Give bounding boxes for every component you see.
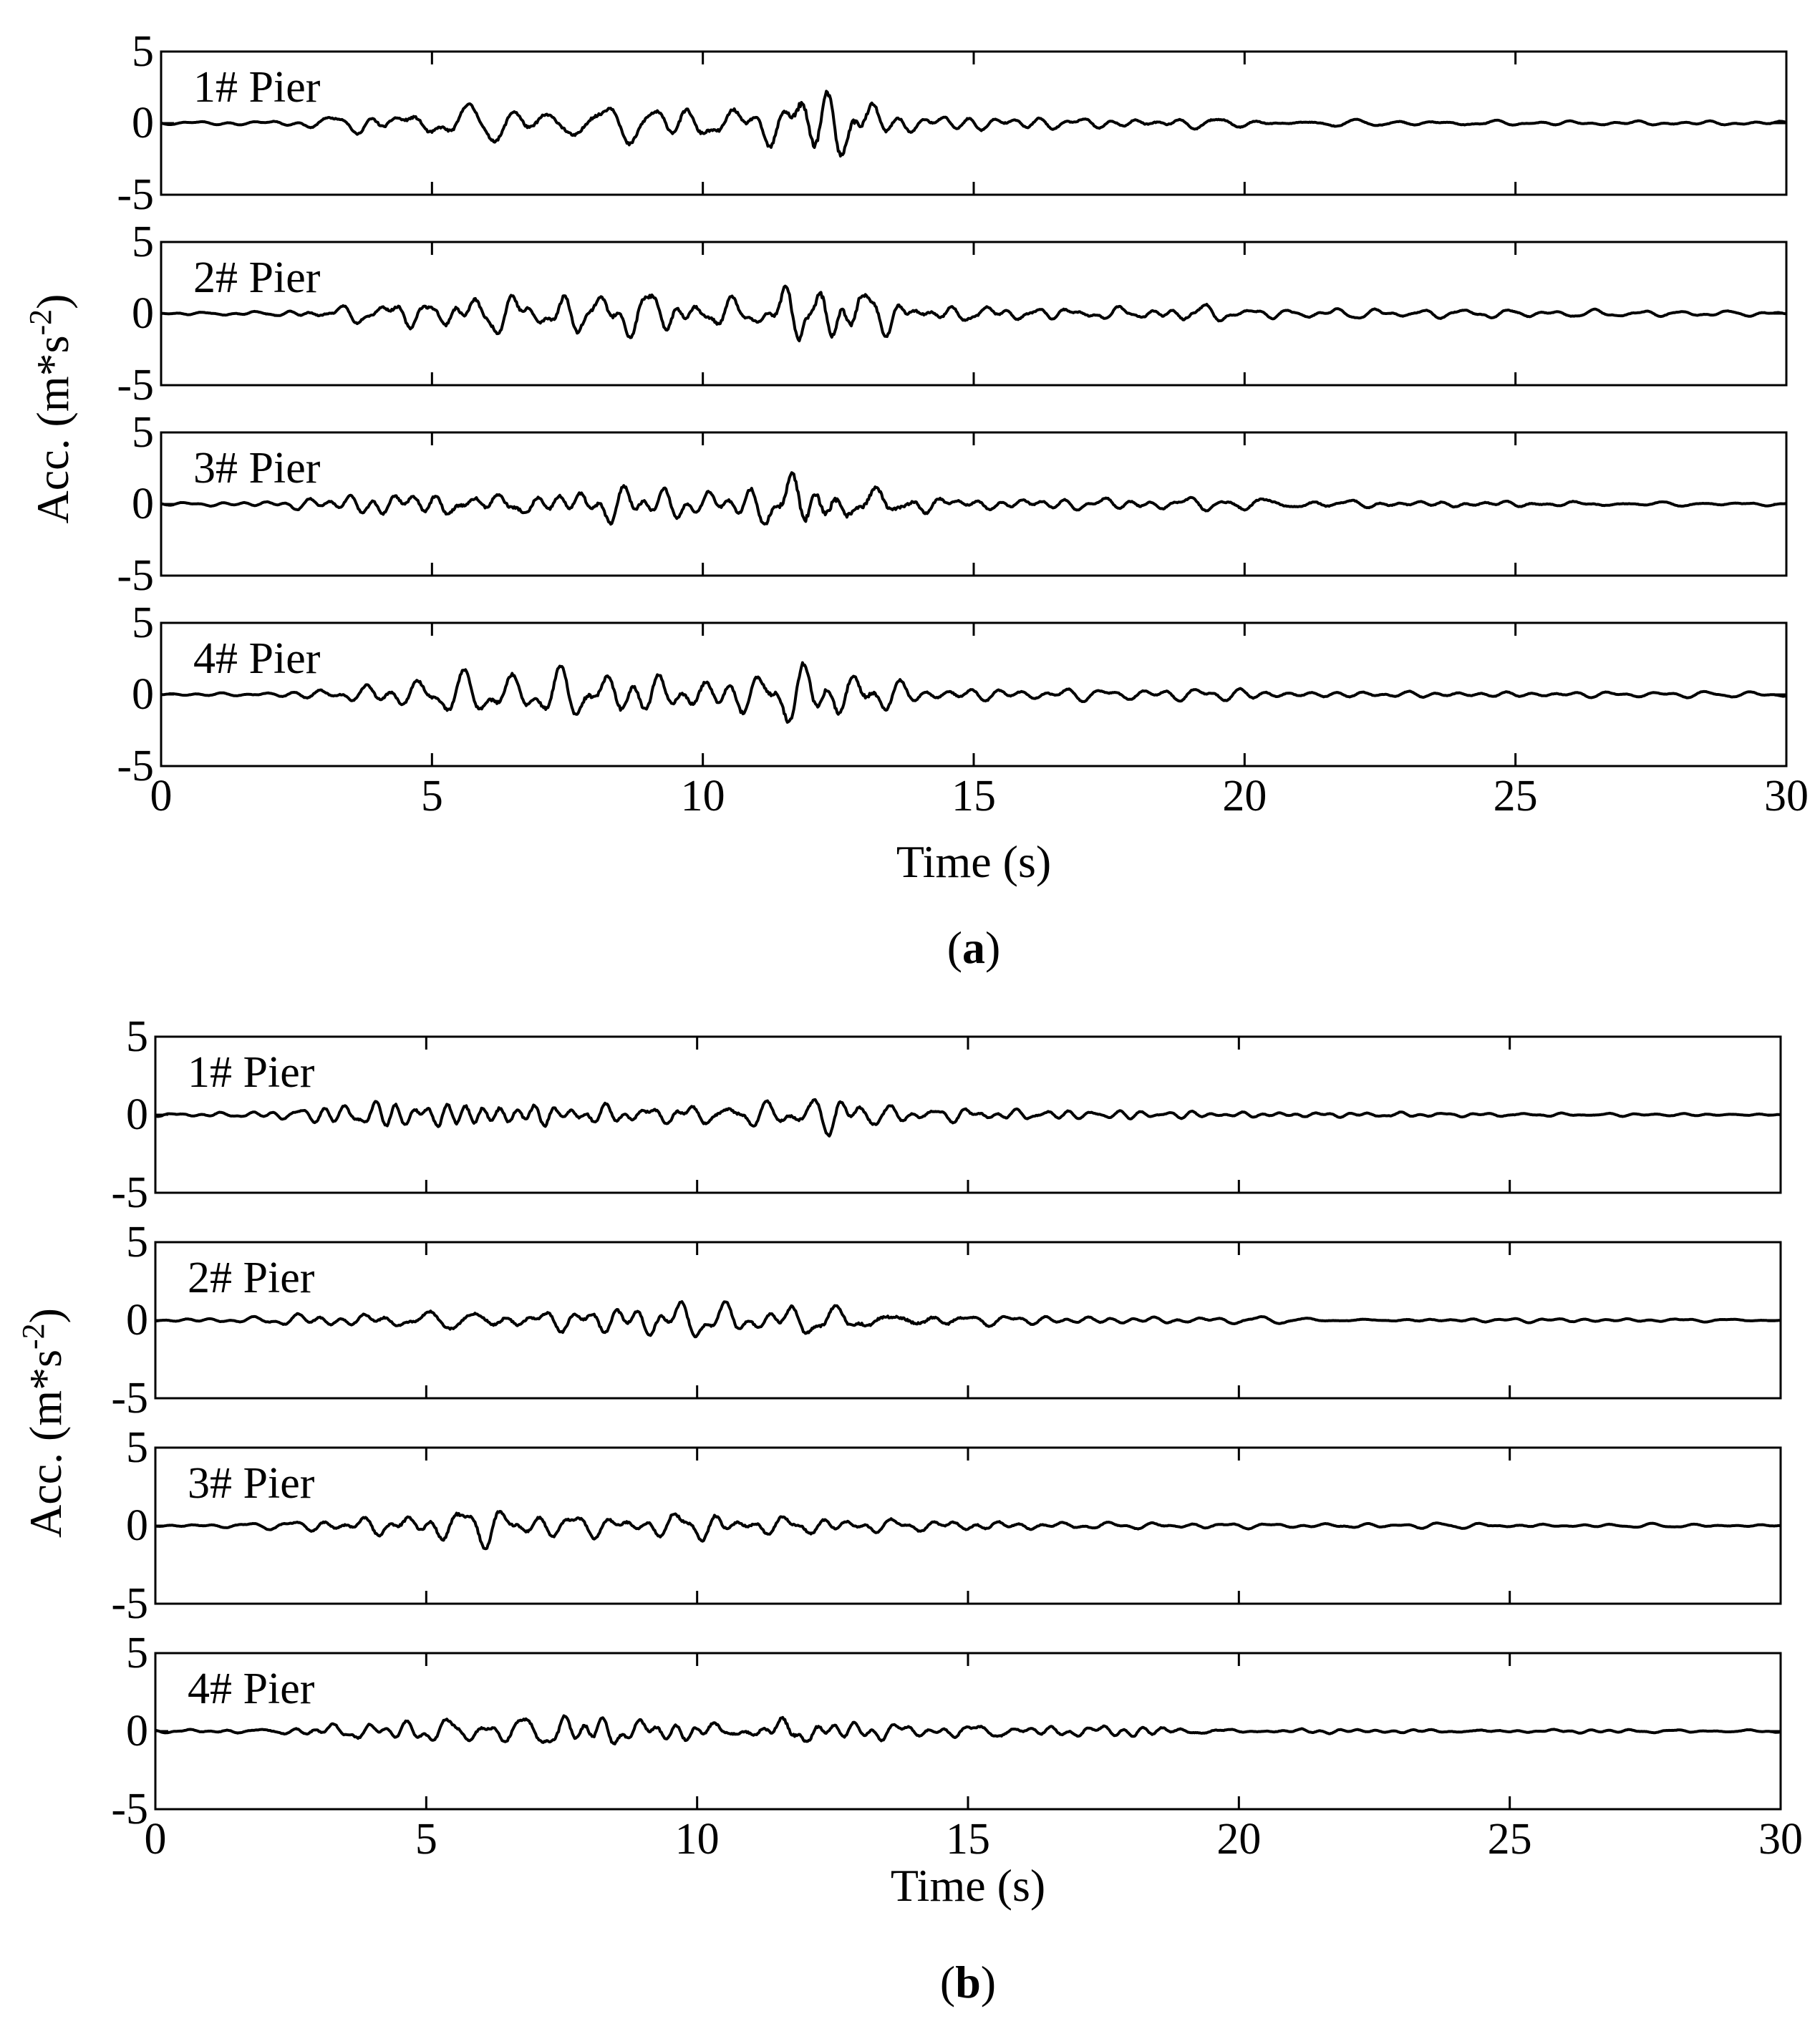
y-tick-label: 5 — [132, 218, 154, 266]
y-tick-label: 0 — [132, 99, 154, 147]
y-tick-label: -5 — [117, 361, 154, 410]
y-tick-label: 5 — [132, 599, 154, 647]
panel-1: 5 0 -5 1# Pier — [111, 1012, 1782, 1217]
panel-label: 3# Pier — [193, 444, 321, 493]
series-line — [155, 1300, 1781, 1339]
series-line — [160, 89, 1787, 158]
y-tick-label: 0 — [126, 1501, 148, 1550]
y-tick-label: 5 — [132, 27, 154, 76]
x-tick-label: 25 — [1488, 1815, 1532, 1864]
series-line — [160, 661, 1787, 724]
series-line — [155, 1098, 1781, 1138]
x-tick-label: 25 — [1494, 772, 1538, 820]
x-tick-label: 5 — [421, 772, 443, 820]
y-tick-label: 5 — [126, 1423, 148, 1472]
panel-2: 5 0 -5 2# Pier — [117, 218, 1788, 410]
x-tick-label: 0 — [150, 772, 173, 820]
panel-4: 5 0 -5 4# Pier — [111, 1629, 1782, 1834]
y-tick-label: -5 — [117, 170, 154, 219]
x-tick-label: 20 — [1216, 1815, 1261, 1864]
y-tick-label: 5 — [126, 1012, 148, 1061]
x-tick-label: 10 — [681, 772, 725, 820]
y-tick-label: 0 — [132, 670, 154, 719]
panel-label: 1# Pier — [188, 1048, 315, 1097]
x-tick-label: 15 — [952, 772, 996, 820]
series-line — [160, 471, 1787, 526]
panel-2: 5 0 -5 2# Pier — [111, 1218, 1782, 1423]
figure-caption: (a) — [947, 922, 1001, 973]
y-tick-label: 5 — [132, 408, 154, 457]
x-axis-title: Time (s) — [891, 1860, 1045, 1911]
panel-3: 5 0 -5 3# Pier — [117, 408, 1788, 600]
panel-label: 2# Pier — [188, 1254, 315, 1302]
y-tick-label: -5 — [111, 1374, 148, 1423]
x-tick-label: 0 — [145, 1815, 167, 1864]
panel-label: 2# Pier — [193, 253, 321, 302]
panel-label: 4# Pier — [188, 1665, 315, 1713]
x-tick-label: 10 — [675, 1815, 720, 1864]
figure-caption: (b) — [940, 1957, 996, 2007]
y-tick-label: -5 — [111, 1785, 148, 1834]
x-axis-title: Time (s) — [896, 836, 1051, 887]
y-tick-label: 0 — [126, 1090, 148, 1139]
y-tick-label: -5 — [117, 742, 154, 790]
panel-3: 5 0 -5 3# Pier — [111, 1423, 1782, 1628]
series-line — [160, 284, 1787, 343]
x-tick-label: 30 — [1764, 772, 1809, 820]
y-tick-label: 0 — [126, 1296, 148, 1345]
y-tick-label: 0 — [132, 480, 154, 528]
y-tick-label: 0 — [132, 289, 154, 338]
panel-label: 1# Pier — [193, 63, 321, 112]
series-line — [155, 1510, 1781, 1551]
x-tick-label: 20 — [1222, 772, 1267, 820]
y-tick-label: -5 — [111, 1579, 148, 1628]
y-tick-label: 5 — [126, 1629, 148, 1677]
x-tick-label: 5 — [415, 1815, 437, 1864]
panel-label: 4# Pier — [193, 634, 321, 683]
panel-label: 3# Pier — [188, 1459, 315, 1508]
x-tick-label: 15 — [946, 1815, 990, 1864]
x-tick-label: 30 — [1758, 1815, 1803, 1864]
y-tick-label: 5 — [126, 1218, 148, 1266]
panel-1: 5 0 -5 1# Pier — [117, 27, 1788, 219]
y-tick-label: -5 — [117, 551, 154, 600]
series-line — [155, 1714, 1781, 1745]
panel-4: 5 0 -5 4# Pier — [117, 599, 1788, 790]
y-tick-label: -5 — [111, 1168, 148, 1217]
y-axis-title: Acc. (m*s-2) — [16, 1308, 71, 1538]
y-axis-title: Acc. (m*s-2) — [23, 294, 78, 524]
y-tick-label: 0 — [126, 1707, 148, 1755]
